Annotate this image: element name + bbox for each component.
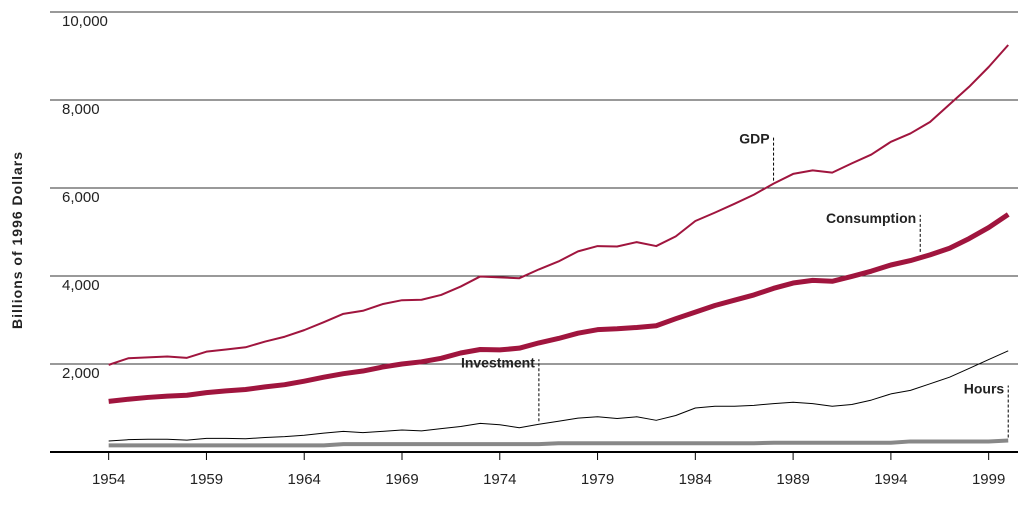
x-tick-label: 1964 (288, 471, 321, 488)
x-tick-label: 1974 (483, 471, 516, 488)
x-tick-label: 1989 (776, 471, 809, 488)
series-label: Consumption (826, 210, 916, 226)
series-label: Hours (964, 381, 1005, 397)
x-tick-label: 1979 (581, 471, 614, 488)
series-line (108, 212, 1010, 404)
x-tick-label: 1999 (972, 471, 1005, 488)
y-tick-label: 2,000 (62, 365, 100, 382)
x-tick-label: 1994 (874, 471, 907, 488)
series-line (108, 438, 1009, 448)
x-tick-label: 1954 (92, 471, 125, 488)
y-tick-label: 4,000 (62, 277, 100, 294)
y-tick-label: 6,000 (62, 189, 100, 206)
y-axis-label: Billions of 1996 Dollars (9, 151, 25, 329)
series-label: Investment (461, 354, 535, 370)
x-tick-label: 1969 (385, 471, 418, 488)
x-tick-label: 1959 (190, 471, 223, 488)
series-line (108, 350, 1009, 442)
y-tick-label: 8,000 (62, 101, 100, 118)
series-line (108, 44, 1009, 366)
y-tick-label: 10,000 (62, 13, 108, 30)
series-label: GDP (739, 131, 769, 147)
x-tick-label: 1984 (679, 471, 712, 488)
